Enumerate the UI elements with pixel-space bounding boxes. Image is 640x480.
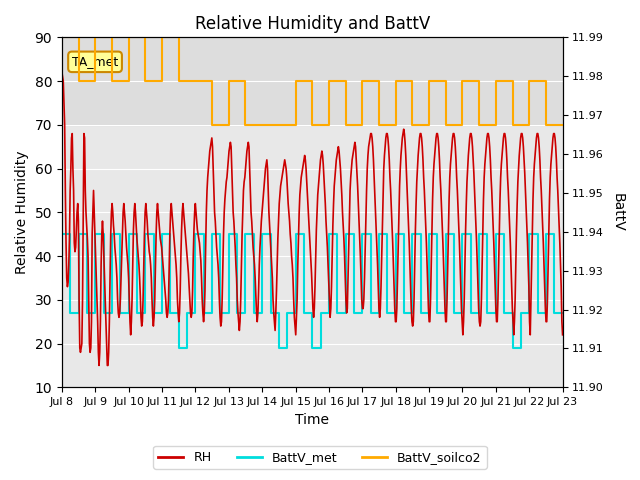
- Y-axis label: Relative Humidity: Relative Humidity: [15, 151, 29, 274]
- X-axis label: Time: Time: [295, 413, 329, 427]
- Bar: [62, 37, 563, 125]
- Legend: RH, BattV_met, BattV_soilco2: RH, BattV_met, BattV_soilco2: [154, 446, 486, 469]
- Title: Relative Humidity and BattV: Relative Humidity and BattV: [195, 15, 430, 33]
- Text: TA_met: TA_met: [72, 55, 118, 68]
- Y-axis label: BattV: BattV: [611, 193, 625, 232]
